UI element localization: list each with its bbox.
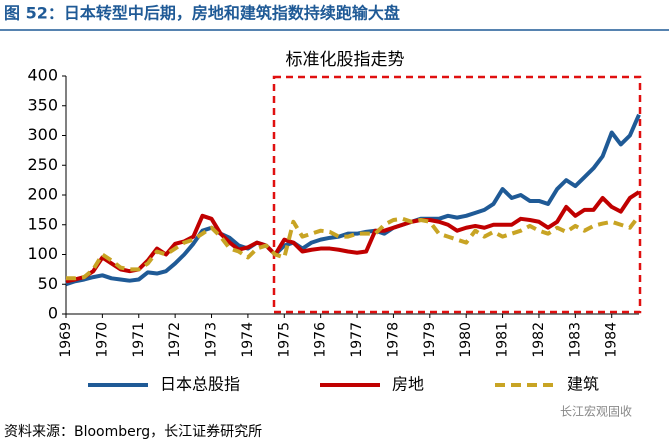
y-tick-label: 400 [27,66,58,85]
source: 资料来源：Bloomberg，长江证券研究所 [4,424,262,440]
y-tick-label: 150 [27,214,58,233]
header-title: 图 52：日本转型中后期，房地和建筑指数持续跑输大盘 [4,4,400,23]
x-tick-label: 1973 [204,322,220,358]
x-tick-label: 1970 [94,322,110,358]
x-tick-label: 1972 [167,322,183,358]
series-line [66,214,641,281]
x-tick-label: 1984 [604,322,620,358]
legend-label: 日本总股指 [160,375,240,394]
legend-label: 建筑 [567,375,599,394]
x-tick-label: 1974 [240,322,256,358]
x-tick-label: 1983 [567,322,583,358]
x-tick-label: 1980 [458,322,474,358]
watermark: 长江宏观固收 [560,404,632,419]
chart-title: 标准化股指走势 [286,50,405,70]
x-tick-label: 1978 [385,322,401,358]
y-tick-label: 350 [27,95,58,114]
x-tick-label: 1979 [422,322,438,358]
x-tick-label: 1982 [531,322,547,358]
x-tick-label: 1981 [495,322,511,358]
x-tick-label: 1969 [58,322,74,358]
x-tick-label: 1971 [131,322,147,358]
y-tick-label: 300 [27,125,58,144]
y-tick-label: 100 [27,244,58,263]
y-tick-label: 200 [27,185,58,204]
x-tick-label: 1976 [313,322,329,358]
x-tick-label: 1977 [349,322,365,358]
x-tick-label: 1975 [276,322,292,358]
highlight-box [272,75,642,314]
y-tick-label: 0 [48,304,58,323]
y-tick-label: 50 [38,274,58,293]
y-tick-label: 250 [27,155,58,174]
legend-label: 房地 [392,375,424,394]
